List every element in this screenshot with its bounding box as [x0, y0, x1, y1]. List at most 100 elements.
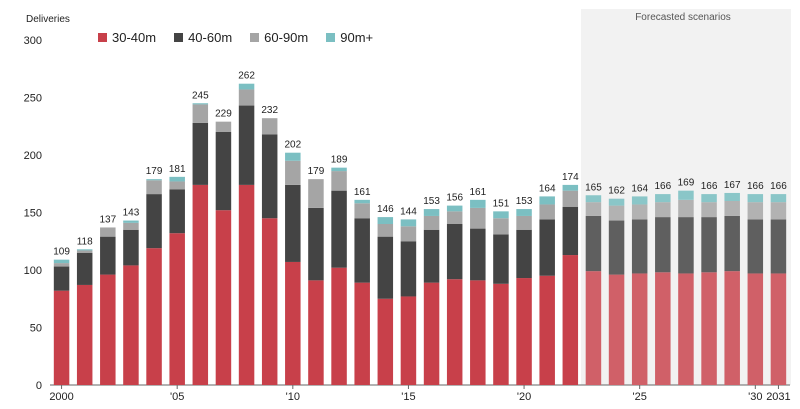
bar-segment-40-60m — [770, 219, 787, 274]
total-label: 169 — [678, 178, 695, 189]
bar-segment-60-90m — [446, 211, 463, 224]
bar-segment-40-60m — [354, 218, 370, 283]
bar-segment-30-40m — [215, 210, 232, 385]
bar-segment-60-90m — [53, 263, 70, 267]
bar-segment-30-40m — [146, 248, 162, 385]
bar-segment-90m+ — [608, 198, 625, 206]
bar-segment-90m+ — [146, 179, 162, 181]
x-axis: 2000 '05 '10 '15 '20 '25 '30 2031 — [49, 385, 791, 403]
bar-segment-40-60m — [76, 252, 93, 285]
bar-segment-90m+ — [585, 195, 602, 203]
bar-segment-60-90m — [123, 222, 139, 230]
bar-segment-60-90m — [585, 202, 602, 216]
total-label: 262 — [238, 71, 255, 82]
total-label: 153 — [423, 196, 440, 207]
bar-segment-60-90m — [308, 179, 324, 208]
bar-segment-60-90m — [354, 203, 370, 219]
bar-segment-60-90m — [724, 201, 740, 216]
total-labels: 109 118 137 143 179 181 245 229 262 232 202 179 189 1… — [53, 71, 787, 258]
x-tick-label: 2031 — [766, 391, 790, 403]
bar-segment-40-60m — [562, 206, 579, 256]
bar-segment-60-90m — [678, 199, 694, 218]
forecast-label: Forecasted scenarios — [635, 12, 731, 23]
bar-segment-40-60m — [377, 236, 394, 299]
bar-segment-40-60m — [261, 134, 278, 219]
bar-segment-90m+ — [493, 211, 509, 219]
bar-segment-40-60m — [53, 266, 70, 291]
total-label: 166 — [770, 181, 787, 192]
bar-segment-90m+ — [678, 190, 694, 200]
bar-segment-40-60m — [446, 224, 463, 280]
bar-segment-30-40m — [354, 282, 370, 385]
bar-segment-30-40m — [423, 282, 440, 385]
bar-segment-40-60m — [631, 219, 648, 274]
legend-label: 60-90m — [264, 30, 309, 45]
total-label: 161 — [469, 187, 486, 198]
bar-segment-60-90m — [423, 215, 440, 230]
bar-segment-90m+ — [76, 249, 93, 251]
bar-segment-90m+ — [423, 209, 440, 216]
legend-item-90m+: 90m+ — [326, 30, 373, 45]
bar-segment-90m+ — [285, 152, 301, 161]
bar-segment-40-60m — [493, 234, 509, 284]
bar-segment-40-60m — [655, 217, 671, 273]
bar-segment-30-40m — [701, 272, 717, 385]
bar-segment-60-90m — [539, 204, 555, 220]
bar-segment-30-40m — [76, 284, 93, 385]
legend: 30-40m 40-60m 60-90m 90m+ — [98, 30, 373, 45]
total-label: 232 — [261, 105, 278, 116]
bar-segment-40-60m — [192, 122, 209, 185]
bar-segment-30-40m — [377, 298, 394, 385]
bar-segment-40-60m — [215, 132, 232, 211]
bar-segment-60-90m — [331, 171, 347, 191]
bar-segment-90m+ — [123, 220, 139, 223]
bar-segment-60-90m — [608, 205, 625, 221]
total-label: 165 — [585, 182, 602, 193]
bar-segment-60-90m — [493, 218, 509, 235]
bars — [53, 83, 787, 385]
x-tick-label: '20 — [517, 391, 531, 403]
total-label: 229 — [215, 109, 232, 120]
bar-segment-90m+ — [631, 196, 648, 205]
bar-segment-40-60m — [400, 241, 417, 297]
bar-segment-60-90m — [770, 202, 787, 220]
total-label: 151 — [493, 198, 510, 209]
bar-segment-40-60m — [539, 219, 555, 276]
bar-segment-30-40m — [331, 267, 347, 385]
bar-segment-60-90m — [631, 204, 648, 220]
bar-segment-30-40m — [285, 261, 301, 385]
x-tick-label: 2000 — [49, 391, 73, 403]
bar-segment-30-40m — [446, 279, 463, 385]
y-tick-label: 100 — [24, 265, 42, 277]
bar-segment-60-90m — [215, 121, 232, 132]
legend-item-60-90m: 60-90m — [250, 30, 308, 45]
bar-segment-40-60m — [678, 217, 694, 274]
bar-segment-30-40m — [169, 233, 185, 385]
bar-segment-60-90m — [238, 89, 255, 106]
bar-segment-30-40m — [631, 273, 648, 385]
y-tick-label: 50 — [30, 323, 42, 335]
bar-segment-90m+ — [354, 199, 370, 204]
bar-segment-40-60m — [123, 229, 139, 266]
total-label: 166 — [701, 181, 718, 192]
bar-segment-40-60m — [724, 215, 740, 272]
bar-segment-90m+ — [562, 184, 579, 191]
x-tick-label: '10 — [286, 391, 300, 403]
total-label: 179 — [146, 166, 163, 177]
total-label: 166 — [654, 181, 671, 192]
bar-segment-90m+ — [539, 196, 555, 205]
bar-segment-60-90m — [261, 118, 278, 135]
bar-segment-90m+ — [377, 217, 394, 224]
bar-segment-30-40m — [539, 275, 555, 385]
total-label: 161 — [354, 187, 371, 198]
bar-segment-30-40m — [192, 184, 209, 385]
bar-segment-60-90m — [516, 215, 532, 230]
total-label: 164 — [631, 183, 648, 194]
x-tick-label: '30 — [748, 391, 762, 403]
x-tick-label: '25 — [633, 391, 647, 403]
bar-segment-90m+ — [331, 167, 347, 172]
legend-swatch — [98, 33, 107, 42]
y-tick-label: 200 — [24, 150, 42, 162]
total-label: 174 — [562, 172, 579, 183]
